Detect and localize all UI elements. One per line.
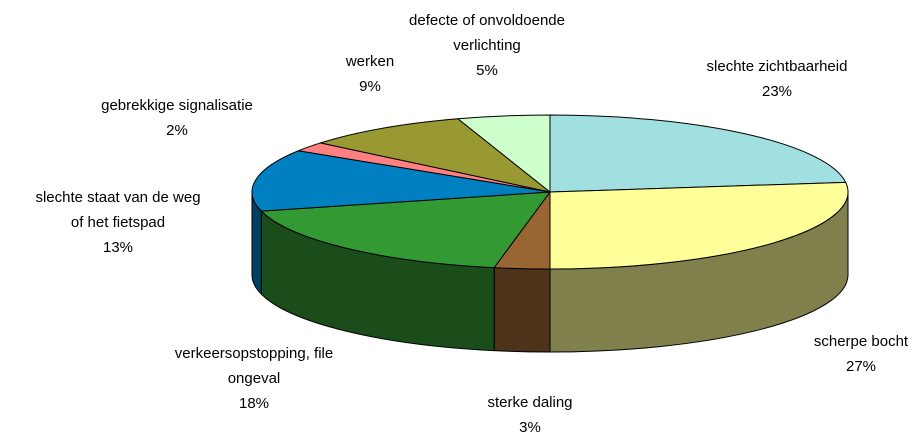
value-label: 13% [103, 239, 133, 256]
value-label: 9% [359, 78, 381, 95]
value-label: 3% [519, 419, 541, 436]
slice-label: defecte of onvoldoende verlichting [409, 12, 565, 54]
value-label: 23% [762, 83, 792, 100]
slice [457, 114, 551, 193]
slice-label: gebrekkige signalisatie [101, 97, 253, 114]
slice-label: werken [345, 53, 394, 70]
slice-label: scherpe bocht [814, 333, 909, 350]
slice-side [493, 267, 551, 353]
value-label: 18% [239, 395, 269, 412]
slice [319, 118, 551, 193]
value-label: 27% [846, 358, 876, 375]
slice [549, 181, 849, 270]
slice-label: verkeersopstopping, file ongeval [175, 345, 333, 387]
slice [260, 191, 551, 269]
value-label: 5% [476, 62, 498, 79]
slice [251, 150, 551, 212]
slice [549, 114, 847, 193]
slice-label: sterke daling [487, 394, 572, 411]
value-label: 2% [166, 122, 188, 139]
slice-label: slechte staat van de weg of het fietspad [35, 189, 200, 231]
slice-label: slechte zichtbaarheid [707, 58, 848, 75]
